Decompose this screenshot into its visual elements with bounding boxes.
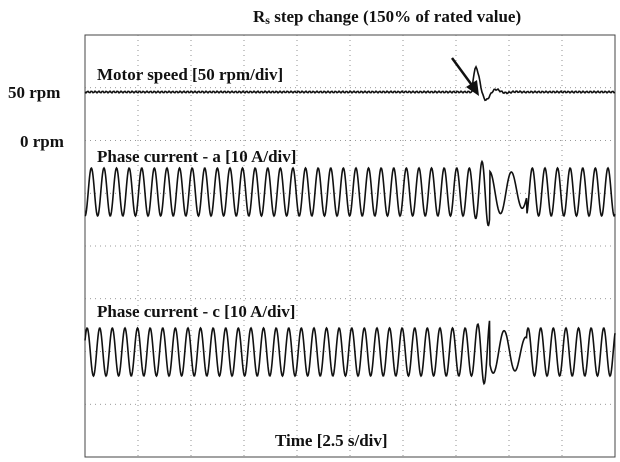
waveforms [84,65,616,386]
annotation: Rs step change (150% of rated value) [253,7,521,27]
speed-trace [84,65,616,102]
trace-label: Phase current - c [10 A/div] [97,302,295,321]
annotation-main: R [253,7,266,26]
x-axis-label: Time [2.5 s/div] [275,431,388,450]
annotation-arrow [450,57,476,89]
speed-level-label: 50 rpm [8,83,60,102]
trace-label: Motor speed [50 rpm/div] [97,65,283,84]
phase-a-trace [84,159,616,227]
annotation-rest: step change (150% of rated value) [270,7,521,26]
annotation-subscript: s [265,13,270,27]
trace-label: Phase current - a [10 A/div] [97,147,296,166]
grid [85,35,615,457]
phase-c-trace [84,320,616,386]
arrow-head [466,80,479,96]
zero-level-label: 0 rpm [20,132,64,151]
